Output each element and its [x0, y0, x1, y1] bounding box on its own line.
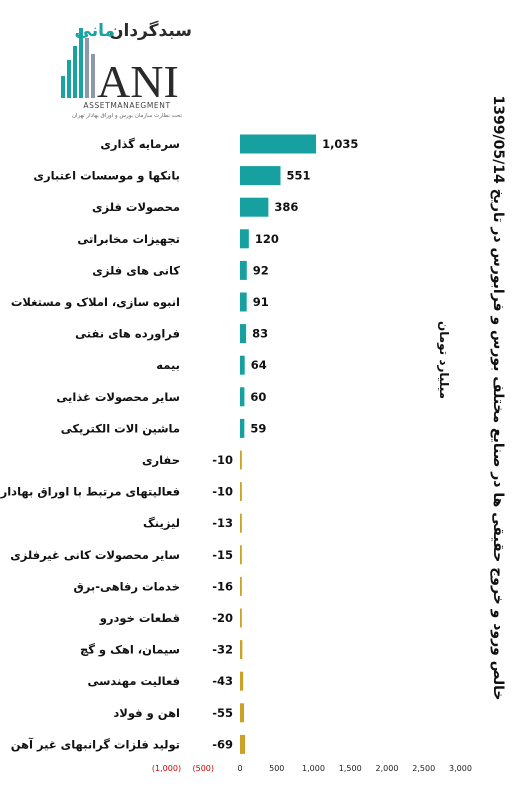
value-labels: 1,035 551 386 120 92 91 83 64 60 59 -10 -10 -13 -15 -1…	[212, 137, 358, 751]
x-tick-label: (500)	[192, 764, 214, 773]
value-label: 386	[274, 200, 298, 214]
value-label: -10	[212, 453, 233, 467]
value-label: -32	[212, 643, 233, 657]
bar	[240, 482, 242, 502]
category-label: فعالیتهای مرتبط با اوراق بهادار	[0, 485, 180, 500]
category-label: تجهیزات مخابراتی	[77, 232, 180, 246]
category-label: فعالیت مهندسی	[87, 674, 180, 688]
logo-brand-text-part1: سبدگردان	[109, 20, 192, 41]
category-label: حفاری	[142, 453, 180, 467]
value-label: 83	[252, 327, 268, 341]
value-label: 60	[250, 390, 266, 404]
category-label: لیزینگ	[143, 516, 180, 530]
chart-unit-label: میلیارد تومان	[436, 321, 451, 399]
category-label: سرمایه گذاری	[100, 137, 180, 151]
bar	[240, 608, 242, 628]
bar	[240, 576, 242, 596]
category-label: بانکها و موسسات اعتباری	[33, 169, 180, 184]
category-label: سیمان، اهک و گچ	[80, 643, 180, 658]
x-tick-label: (1,000)	[152, 764, 181, 773]
value-label: 64	[251, 358, 267, 372]
category-label: ماشین الات الکتریکی	[61, 421, 180, 435]
category-labels: سرمایه گذاری بانکها و موسسات اعتباری محصول…	[0, 137, 180, 752]
value-label: -69	[212, 737, 233, 751]
logo-brand-text-part2: مانی	[75, 21, 116, 41]
category-label: محصولات فلزی	[92, 200, 180, 215]
bar	[240, 292, 247, 312]
x-tick-label: 0	[237, 764, 242, 773]
bar	[240, 513, 242, 533]
bar	[240, 671, 244, 691]
x-tick-label: 3,000	[449, 764, 472, 773]
bar	[240, 387, 245, 407]
bar	[240, 260, 247, 280]
bar	[240, 324, 247, 344]
bar	[240, 355, 245, 375]
category-label: سایر محصولات کانی غیرفلزی	[10, 548, 180, 563]
value-label: 1,035	[322, 137, 358, 151]
category-label: تولید فلزات گرانبهای غیر آهن	[11, 737, 180, 752]
value-label: -10	[212, 485, 233, 499]
x-tick-label: 1,000	[302, 764, 325, 773]
logo-tagline: تحت نظارت سازمان بورس و اوراق بهادار تهر…	[72, 113, 182, 119]
category-label: قطعات خودرو	[99, 611, 180, 626]
bar	[240, 197, 269, 217]
value-label: -20	[212, 611, 233, 625]
bar	[240, 545, 242, 565]
x-tick-label: 2,500	[412, 764, 435, 773]
x-tick-label: 500	[269, 764, 284, 773]
x-axis-ticks: (1,000) (500) 0 500 1,000 1,500 2,000 2,500 3,00…	[152, 764, 472, 773]
value-label: 91	[253, 295, 269, 309]
category-label: بیمه	[156, 358, 180, 372]
bar	[240, 166, 281, 186]
category-label: اهن و فولاد	[113, 706, 180, 721]
category-label: سایر محصولات غذایی	[56, 390, 180, 405]
bar	[240, 418, 245, 438]
value-label: 120	[255, 232, 279, 246]
value-label: -55	[212, 706, 233, 720]
chart-title: خالص ورود و خروج حقیقی ها در صنایع مختلف…	[490, 96, 506, 701]
bar	[240, 450, 242, 470]
value-label: -15	[212, 548, 233, 562]
category-label: انبوه سازی، املاک و مستغلات	[11, 295, 180, 310]
building-bars-icon	[61, 28, 95, 98]
value-label: -13	[212, 516, 233, 530]
value-label: -43	[212, 674, 233, 688]
bar	[240, 134, 317, 154]
bar	[240, 703, 245, 723]
category-label: فراورده های نفتی	[75, 327, 180, 342]
category-label: کانی های فلزی	[92, 263, 180, 277]
value-label: 59	[250, 421, 266, 435]
x-tick-label: 2,000	[376, 764, 399, 773]
value-label: 92	[253, 263, 269, 277]
bar	[240, 640, 243, 660]
bar	[240, 734, 246, 754]
value-label: 551	[286, 169, 310, 183]
logo-big-text: ANI	[97, 56, 179, 107]
bar	[240, 229, 249, 249]
bars-layer	[240, 134, 317, 754]
logo-subtitle: ASSETMANAEGMENT	[83, 101, 170, 110]
asset-management-logo: سبدگردان مانی ANI ASSETMANAEGMENT تحت نظ…	[61, 20, 192, 119]
value-label: -16	[212, 579, 233, 593]
category-label: خدمات رفاهی-برق	[73, 579, 180, 593]
x-tick-label: 1,500	[339, 764, 362, 773]
